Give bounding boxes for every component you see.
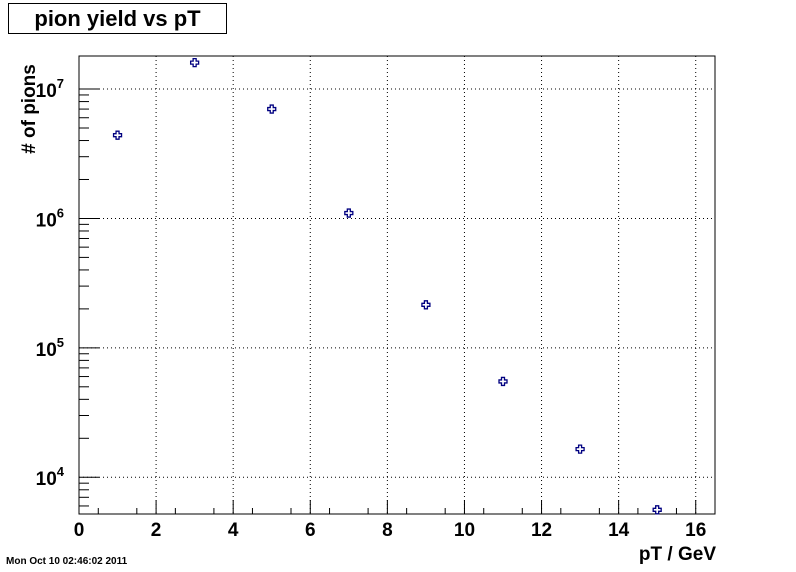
data-point: [112, 130, 123, 140]
y-tick-exponent: 4: [57, 464, 65, 479]
timestamp: Mon Oct 10 02:46:02 2011: [6, 556, 128, 567]
y-tick-base: 10: [36, 81, 57, 102]
x-tick-label: 10: [454, 520, 475, 541]
x-tick-label: 4: [228, 520, 239, 541]
y-tick-label: 106: [36, 205, 64, 231]
data-points: [112, 57, 662, 515]
y-tick-base: 10: [36, 210, 57, 231]
y-tick-label: 104: [36, 464, 65, 490]
chart-title-box: pion yield vs pT: [8, 3, 227, 34]
x-tick-label: 16: [685, 520, 706, 541]
x-tick-label: 12: [531, 520, 552, 541]
x-tick-label: 6: [305, 520, 316, 541]
data-point: [344, 208, 354, 218]
data-point: [498, 376, 508, 387]
x-tick-label: 8: [382, 520, 393, 541]
x-axis: 0 2 4 6 8 10 12 14 16: [74, 500, 706, 541]
y-tick-exponent: 7: [57, 76, 64, 91]
grid-lines: [79, 56, 715, 514]
data-point: [652, 505, 662, 515]
x-axis-label: pT / GeV: [638, 544, 716, 565]
y-axis-label: # of pions: [19, 64, 40, 154]
data-point: [267, 104, 277, 114]
y-tick-label: 105: [36, 335, 64, 361]
y-tick-exponent: 5: [57, 335, 64, 350]
y-tick-base: 10: [36, 469, 57, 490]
chart-title: pion yield vs pT: [34, 5, 201, 31]
x-tick-label: 0: [74, 520, 85, 541]
y-tick-base: 10: [36, 340, 57, 361]
data-point: [421, 300, 431, 310]
plot-frame: [78, 55, 716, 515]
y-tick-label: 107: [36, 76, 64, 102]
data-point: [575, 444, 585, 454]
data-point: [189, 57, 200, 68]
x-tick-label: 14: [608, 520, 630, 541]
x-tick-label: 2: [151, 520, 162, 541]
y-tick-exponent: 6: [57, 205, 64, 220]
